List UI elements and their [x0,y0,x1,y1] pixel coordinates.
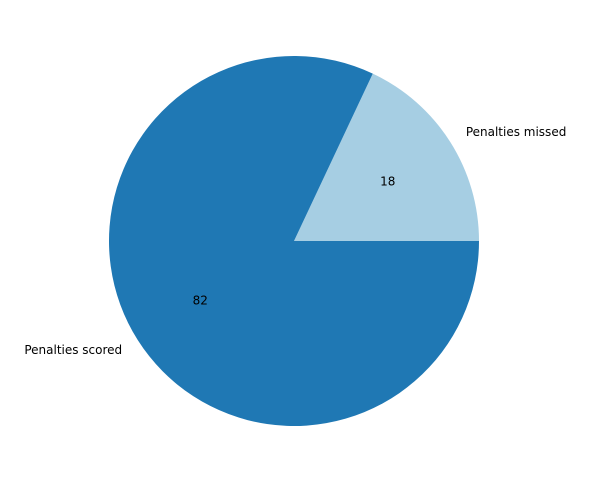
slice-value-label: 18 [380,175,395,189]
pie-labels: Penalties missed 18 Penalties scored 82 [24,125,566,357]
pie-slice-0 [294,73,479,241]
pie-slice-1 [109,56,479,427]
slice-category-label: Penalties missed [466,125,567,139]
slice-value-label: 82 [193,293,208,307]
slice-category-label: Penalties scored [24,343,122,357]
pie-slices [109,56,479,427]
